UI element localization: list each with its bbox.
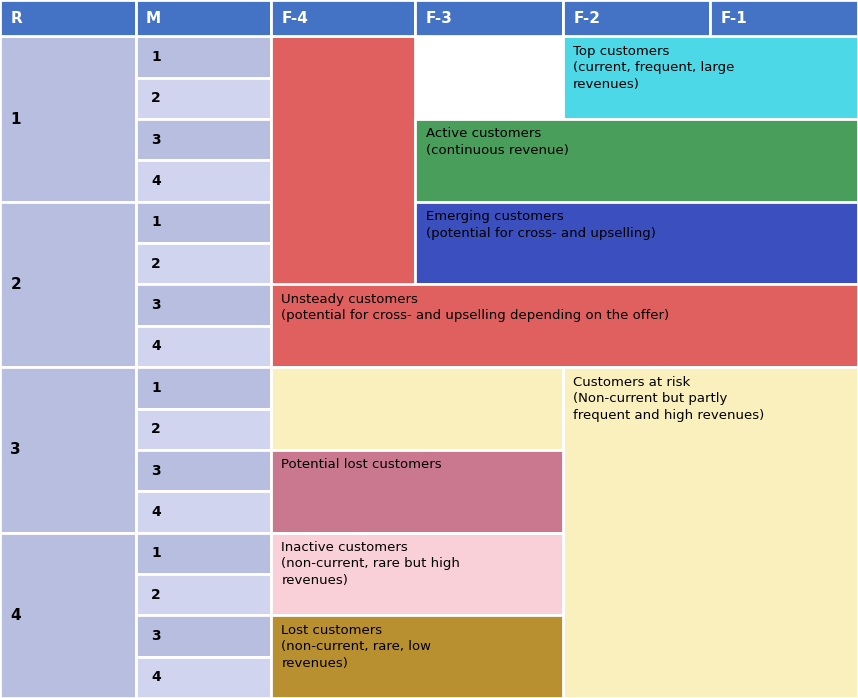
Bar	[271, 533, 563, 616]
Text: 4: 4	[151, 505, 160, 519]
Bar	[415, 202, 858, 285]
Text: 1: 1	[151, 381, 160, 395]
Bar	[271, 616, 563, 698]
Text: R: R	[10, 10, 22, 26]
Bar	[136, 161, 271, 202]
Bar	[136, 491, 271, 533]
Text: 1: 1	[151, 547, 160, 560]
Bar	[271, 36, 415, 367]
Bar	[0, 36, 136, 202]
Bar	[136, 657, 271, 698]
Bar	[415, 119, 858, 202]
Text: Lost customers
(non-current, rare, low
revenues): Lost customers (non-current, rare, low r…	[281, 624, 432, 669]
Bar	[136, 36, 271, 77]
Text: 1: 1	[151, 216, 160, 230]
Text: F-4: F-4	[281, 10, 308, 26]
Text: Customers at risk
(Non-current but partly
frequent and high revenues): Customers at risk (Non-current but partl…	[573, 376, 764, 422]
Text: F-2: F-2	[573, 10, 600, 26]
Text: 3: 3	[151, 463, 160, 477]
Text: Potential lost customers: Potential lost customers	[281, 459, 442, 471]
Bar	[136, 285, 271, 326]
Bar	[136, 77, 271, 119]
Text: 2: 2	[10, 277, 21, 292]
Text: 1: 1	[151, 50, 160, 64]
Text: 2: 2	[151, 91, 160, 105]
Text: Unsteady customers
(potential for cross- and upselling depending on the offer): Unsteady customers (potential for cross-…	[281, 293, 669, 322]
Bar	[563, 367, 858, 698]
Bar	[0, 533, 136, 698]
Text: 3: 3	[151, 133, 160, 147]
Text: 2: 2	[151, 257, 160, 271]
Text: 4: 4	[10, 608, 21, 623]
Bar	[563, 36, 858, 119]
Text: 4: 4	[151, 339, 160, 353]
Bar	[271, 285, 858, 367]
Text: 4: 4	[151, 670, 160, 684]
Bar	[136, 450, 271, 491]
Bar	[136, 533, 271, 574]
Bar	[710, 0, 858, 36]
Text: 3: 3	[151, 298, 160, 312]
Bar	[0, 202, 136, 367]
Bar	[415, 0, 563, 36]
Bar	[136, 119, 271, 161]
Bar	[271, 0, 415, 36]
Text: M: M	[146, 10, 161, 26]
Text: Active customers
(continuous revenue): Active customers (continuous revenue)	[426, 128, 569, 157]
Bar	[563, 0, 710, 36]
Bar	[271, 450, 563, 533]
Bar	[136, 574, 271, 616]
Text: F-1: F-1	[721, 10, 747, 26]
Bar	[415, 450, 563, 533]
Text: 3: 3	[151, 629, 160, 643]
Bar	[136, 326, 271, 367]
Text: 2: 2	[151, 422, 160, 436]
Text: Inactive customers
(non-current, rare but high
revenues): Inactive customers (non-current, rare bu…	[281, 541, 460, 587]
Bar	[136, 202, 271, 243]
Text: 2: 2	[151, 588, 160, 602]
Bar	[0, 0, 136, 36]
Text: 3: 3	[10, 443, 21, 457]
Bar	[0, 367, 136, 533]
Text: 4: 4	[151, 174, 160, 188]
Text: 1: 1	[10, 112, 21, 126]
Bar	[271, 367, 563, 450]
Bar	[136, 367, 271, 408]
Bar	[136, 408, 271, 450]
Text: Top customers
(current, frequent, large
revenues): Top customers (current, frequent, large …	[573, 45, 734, 91]
Bar	[136, 243, 271, 285]
Text: F-3: F-3	[426, 10, 452, 26]
Bar	[136, 616, 271, 657]
Text: Emerging customers
(potential for cross- and upselling): Emerging customers (potential for cross-…	[426, 210, 656, 239]
Bar	[136, 0, 271, 36]
